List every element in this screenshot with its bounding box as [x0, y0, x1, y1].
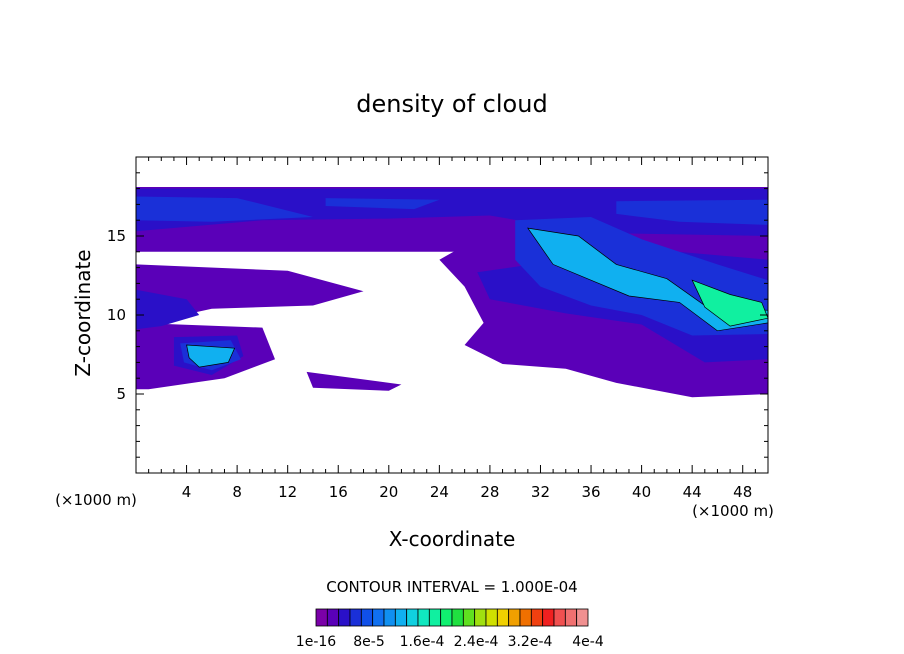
- contour-region-4: [306, 371, 402, 391]
- colorbar-swatch: [428, 608, 442, 627]
- contour-region-16: [186, 344, 236, 368]
- colorbar-swatch: [474, 608, 487, 627]
- colorbar-swatch: [326, 608, 340, 627]
- colorbar-labels: 1e-16 8e-5 1.6e-4 2.4e-4 3.2e-4 4e-4: [296, 634, 604, 650]
- colorbar: [315, 608, 589, 627]
- y-axis: 5 10 15: [107, 172, 768, 458]
- colorbar-swatch: [462, 608, 476, 627]
- x-tick-label: 40: [632, 483, 651, 501]
- colorbar-swatch: [564, 608, 578, 627]
- contour-region-7: [136, 289, 200, 330]
- colorbar-label: 1e-16: [296, 634, 336, 650]
- contour-region-10: [136, 196, 313, 222]
- colorbar-swatch: [440, 608, 453, 627]
- y-tick-label: 15: [107, 227, 126, 245]
- x-tick-label: 48: [733, 483, 752, 501]
- x-tick-label: 32: [531, 483, 550, 501]
- colorbar-swatch: [553, 608, 566, 627]
- x-tick-label: 16: [329, 483, 348, 501]
- colorbar-label: 1.6e-4: [400, 634, 445, 650]
- colorbar-swatch: [530, 608, 544, 627]
- contour-region-17: [691, 279, 768, 327]
- contour-region-15: [527, 227, 768, 332]
- colorbar-label: 4e-4: [572, 634, 604, 650]
- colorbar-swatch: [406, 608, 419, 627]
- contour-region-12: [616, 199, 768, 225]
- colorbar-label: 2.4e-4: [454, 634, 499, 650]
- y-axis-label: Z-coordinate: [71, 249, 95, 376]
- x-tick-label: 12: [278, 483, 297, 501]
- colorbar-swatch: [576, 608, 589, 627]
- x-unit-label-left: (×1000 m): [55, 491, 137, 509]
- x-tick-label: 44: [683, 483, 702, 501]
- x-tick-label: 24: [430, 483, 449, 501]
- y-tick-label: 10: [107, 306, 126, 324]
- x-tick-label: 28: [480, 483, 499, 501]
- colorbar-swatch: [451, 608, 464, 627]
- contour-region-11: [325, 198, 440, 210]
- colorbar-swatch: [338, 608, 351, 627]
- x-tick-label: 8: [232, 483, 242, 501]
- colorbar-swatch: [508, 608, 521, 627]
- contour-interval-text: CONTOUR INTERVAL = 1.000E-04: [326, 578, 577, 596]
- colorbar-swatch: [349, 608, 362, 627]
- colorbar-swatch: [519, 608, 532, 627]
- chart-title: density of cloud: [356, 90, 547, 118]
- colorbar-label: 3.2e-4: [508, 634, 553, 650]
- colorbar-swatch: [496, 608, 510, 627]
- colorbar-label: 8e-5: [353, 634, 384, 650]
- x-tick-label: 20: [379, 483, 398, 501]
- colorbar-swatch: [542, 608, 555, 627]
- colorbar-swatch: [383, 608, 396, 627]
- x-unit-label-right: (×1000 m): [692, 502, 774, 520]
- contour-fill-layer: [136, 187, 768, 398]
- colorbar-swatch: [417, 608, 430, 627]
- contour-region-6: [136, 188, 768, 236]
- y-tick-label: 5: [116, 385, 126, 403]
- colorbar-swatch: [315, 608, 328, 627]
- x-tick-label: 4: [182, 483, 192, 501]
- colorbar-swatch: [360, 608, 374, 627]
- colorbar-swatch: [485, 608, 498, 627]
- colorbar-swatch: [372, 608, 385, 627]
- colorbar-swatch: [394, 608, 408, 627]
- x-axis-label: X-coordinate: [389, 527, 516, 551]
- x-axis: 4 8 12 16 20 24 28 32 36 40 44 48: [148, 157, 756, 501]
- x-tick-label: 36: [581, 483, 600, 501]
